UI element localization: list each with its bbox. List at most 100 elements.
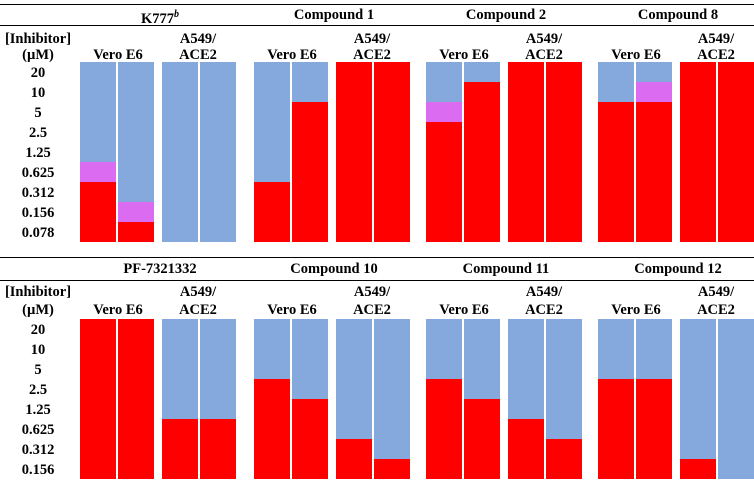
heatmap-cell: [292, 122, 328, 142]
heatmap-cell: [200, 319, 236, 339]
heatmap-cell: [162, 182, 198, 202]
concentration-label: 0.312: [21, 442, 55, 458]
heatmap-cell: [162, 319, 198, 339]
header-rule: [0, 25, 754, 26]
heatmap-cell: [546, 82, 582, 102]
heatmap-cell: [426, 122, 462, 142]
cell-line-label-vero: Vero E6: [439, 302, 489, 318]
heatmap-cell: [546, 122, 582, 142]
heatmap-cell: [598, 439, 634, 459]
heatmap-cell: [374, 222, 410, 242]
heatmap-cell: [292, 162, 328, 182]
heatmap-cell: [680, 182, 716, 202]
heatmap-cell: [374, 359, 410, 379]
heatmap-cell: [464, 419, 500, 439]
heatmap-cell: [546, 339, 582, 359]
heatmap-cell: [636, 459, 672, 479]
top-rule: [0, 257, 754, 258]
heatmap-cell: [636, 62, 672, 82]
heatmap-cell: [464, 62, 500, 82]
heatmap-cell: [118, 319, 154, 339]
heatmap-cell: [598, 202, 634, 222]
heatmap-cell: [200, 82, 236, 102]
compound-name: Compound 2: [465, 7, 547, 23]
concentration-label: 5: [34, 362, 42, 378]
heatmap-cell: [636, 142, 672, 162]
heatmap-cell: [80, 379, 116, 399]
heatmap-cell: [546, 439, 582, 459]
cell-line-label-a549: A549/: [697, 31, 735, 47]
heatmap-cell: [254, 122, 290, 142]
heatmap-cell: [680, 202, 716, 222]
heatmap-cell: [636, 419, 672, 439]
heatmap-cell: [118, 162, 154, 182]
heatmap-cell: [680, 142, 716, 162]
heatmap-cell: [508, 399, 544, 419]
heatmap-cell: [508, 222, 544, 242]
heatmap-cell: [80, 82, 116, 102]
cell-line-label-a549: A549/: [353, 31, 391, 47]
heatmap-cell: [162, 379, 198, 399]
panel-title: Compound 1: [294, 5, 374, 25]
heatmap-cell: [162, 142, 198, 162]
inhibitor-label: [Inhibitor]: [4, 31, 72, 47]
heatmap-cell: [598, 142, 634, 162]
cell-line-label-vero: Vero E6: [439, 47, 489, 63]
heatmap-cell: [426, 102, 462, 122]
compound-name: Compound 10: [290, 261, 378, 277]
heatmap-cell: [464, 459, 500, 479]
heatmap-cell: [508, 439, 544, 459]
heatmap-cell: [292, 439, 328, 459]
cell-line-label-ace2: ACE2: [353, 302, 391, 318]
concentration-label: 2.5: [28, 382, 48, 398]
panel-title: PF-7321332: [123, 259, 196, 279]
heatmap-cell: [426, 319, 462, 339]
heatmap-cell: [162, 359, 198, 379]
heatmap-cell: [508, 339, 544, 359]
panel-title: Compound 11: [463, 259, 550, 279]
header-rule: [0, 280, 754, 281]
heatmap-cell: [598, 459, 634, 479]
cell-line-label-ace2: ACE2: [525, 302, 563, 318]
heatmap-cell: [464, 379, 500, 399]
heatmap-cell: [464, 359, 500, 379]
heatmap-cell: [200, 379, 236, 399]
concentration-label: 0.156: [21, 462, 55, 478]
heatmap-cell: [162, 419, 198, 439]
heatmap-cell: [598, 82, 634, 102]
heatmap-cell: [636, 202, 672, 222]
panel-title: Compound 12: [634, 259, 721, 279]
heatmap-cell: [680, 339, 716, 359]
heatmap-cell: [118, 182, 154, 202]
heatmap-cell: [254, 162, 290, 182]
heatmap-cell: [80, 399, 116, 419]
footnote-marker: b: [174, 9, 180, 20]
heatmap-cell: [162, 82, 198, 102]
heatmap-cell: [546, 319, 582, 339]
heatmap-cell: [464, 339, 500, 359]
heatmap-cell: [680, 122, 716, 142]
heatmap-cell: [254, 202, 290, 222]
heatmap-cell: [636, 102, 672, 122]
heatmap-cell: [162, 399, 198, 419]
heatmap-cell: [426, 182, 462, 202]
heatmap-cell: [374, 142, 410, 162]
heatmap-cell: [718, 399, 754, 419]
heatmap-cell: [336, 182, 372, 202]
heatmap-cell: [162, 439, 198, 459]
heatmap-cell: [292, 62, 328, 82]
heatmap-cell: [292, 379, 328, 399]
heatmap-cell: [80, 202, 116, 222]
heatmap-cell: [718, 419, 754, 439]
heatmap-cell: [118, 359, 154, 379]
heatmap-cell: [80, 62, 116, 82]
concentration-label: 20: [30, 322, 46, 338]
heatmap-cell: [200, 122, 236, 142]
heatmap-cell: [200, 339, 236, 359]
heatmap-cell: [598, 379, 634, 399]
heatmap-cell: [118, 339, 154, 359]
heatmap-cell: [508, 122, 544, 142]
heatmap-cell: [546, 419, 582, 439]
heatmap-cell: [80, 122, 116, 142]
cell-line-label-ace2: ACE2: [179, 47, 217, 63]
